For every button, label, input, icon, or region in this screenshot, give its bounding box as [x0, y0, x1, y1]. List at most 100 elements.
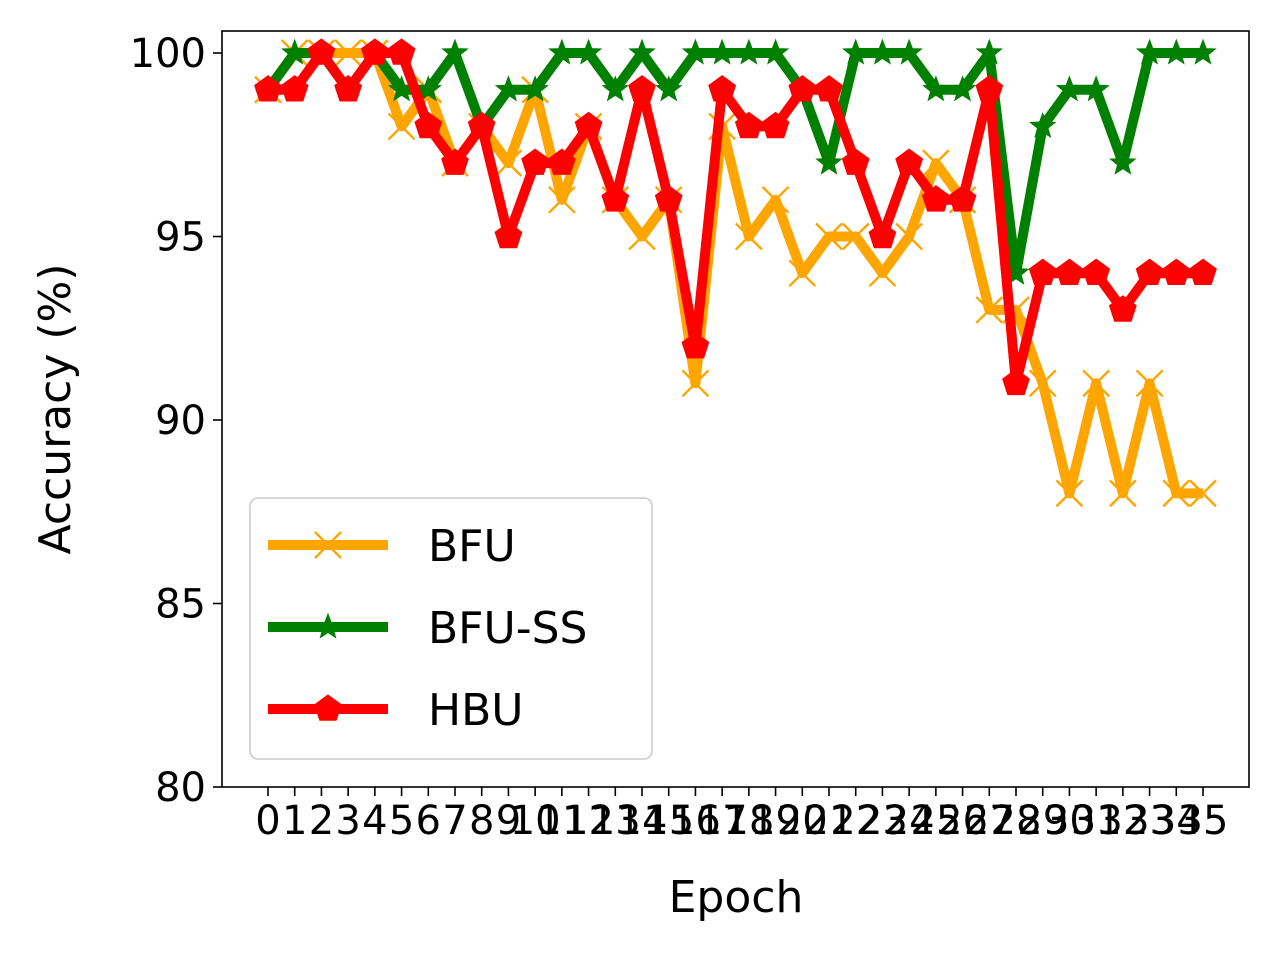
x-tick-label: 5: [389, 798, 414, 844]
x-tick-label: 31: [1071, 798, 1122, 844]
data-point-hbu: [895, 148, 924, 175]
data-point-hbu: [788, 75, 817, 102]
data-point-hbu: [494, 221, 523, 249]
data-point-bfu: [761, 185, 790, 214]
x-tick-label: 19: [750, 798, 801, 844]
x-tick-label: 26: [937, 798, 988, 844]
x-axis-title: Epoch: [669, 872, 804, 923]
x-tick-label: 1: [282, 798, 307, 844]
data-point-bfu: [681, 369, 710, 398]
x-tick-label: 16: [670, 798, 721, 844]
x-tick-label: 15: [643, 798, 694, 844]
legend-box: [249, 497, 653, 760]
data-point-bfu-ss: [948, 75, 977, 102]
data-point-hbu: [441, 148, 469, 175]
data-point-hbu: [280, 75, 309, 102]
data-point-hbu: [1055, 258, 1084, 285]
data-point-hbu: [681, 331, 710, 359]
data-point-hbu: [1108, 295, 1137, 322]
data-point-hbu: [360, 38, 389, 65]
x-tick-label: 6: [416, 798, 441, 844]
x-tick-label: 35: [1178, 798, 1229, 844]
x-tick-label: 9: [496, 798, 521, 844]
y-axis-title: Accuracy (%): [30, 263, 81, 554]
data-point-bfu-ss: [655, 75, 683, 102]
legend-item-hbu: HBU: [268, 685, 523, 736]
x-tick-label: 2: [309, 798, 334, 844]
data-point-bfu: [548, 185, 576, 214]
data-point-bfu: [735, 222, 763, 251]
x-tick-label: 18: [723, 798, 774, 844]
data-point-bfu-ss: [1162, 38, 1190, 65]
data-point-bfu-ss: [842, 38, 870, 65]
legend-marker-bfu: [314, 531, 342, 559]
data-point-bfu: [788, 259, 817, 288]
data-point-bfu: [1135, 369, 1164, 398]
data-point-bfu-ss: [494, 75, 523, 102]
data-point-hbu: [1002, 368, 1030, 396]
data-point-bfu: [1028, 369, 1057, 398]
data-point-hbu: [574, 111, 603, 139]
x-tick-label: 12: [563, 798, 614, 844]
x-tick-label: 32: [1097, 798, 1148, 844]
legend-marker-bfu-ss: [314, 612, 342, 639]
data-point-hbu: [334, 75, 363, 102]
legend-label-bfu-ss: BFU-SS: [428, 603, 587, 654]
data-point-hbu: [868, 221, 897, 249]
x-tick-label: 10: [510, 798, 561, 844]
data-point-bfu-ss: [815, 148, 843, 175]
y-axis: 80 85 90 95 100: [130, 31, 222, 811]
data-point-bfu-ss: [628, 38, 656, 65]
data-point-bfu-ss: [868, 38, 897, 65]
data-point-bfu-ss: [1082, 75, 1110, 102]
x-tick-label: 34: [1151, 798, 1202, 844]
data-point-bfu-ss: [922, 75, 950, 102]
data-point-bfu-ss: [548, 38, 576, 65]
data-point-bfu: [895, 222, 923, 251]
data-point-hbu: [1028, 258, 1057, 285]
x-tick-label: 7: [442, 798, 467, 844]
data-point-bfu-ss: [281, 38, 309, 65]
data-point-bfu: [868, 259, 897, 288]
data-point-bfu: [1189, 479, 1217, 508]
data-point-bfu-ss: [681, 38, 710, 65]
data-point-bfu-ss: [735, 38, 763, 65]
data-point-bfu-ss: [1029, 111, 1057, 139]
x-tick-label: 23: [857, 798, 908, 844]
x-tick-label: 21: [804, 798, 855, 844]
data-point-bfu: [815, 222, 843, 251]
data-point-bfu: [1082, 369, 1110, 398]
x-tick-label: 22: [830, 798, 881, 844]
x-tick-label: 24: [884, 798, 935, 844]
data-point-bfu: [1162, 479, 1191, 508]
series-layer: [254, 38, 1217, 508]
x-axis: 0 1 2 3 4 5 6 7 8 9101112131415161718192021222324…: [255, 787, 1228, 844]
data-point-hbu: [921, 185, 950, 212]
x-tick-label: 13: [590, 798, 641, 844]
x-tick-label: 25: [910, 798, 961, 844]
data-point-hbu: [307, 38, 336, 65]
x-tick-label: 29: [1017, 798, 1068, 844]
data-point-bfu-ss: [1055, 75, 1084, 102]
x-tick-label: 17: [697, 798, 748, 844]
data-point-hbu: [414, 111, 443, 139]
data-point-bfu-ss: [761, 38, 790, 65]
x-tick-label: 33: [1124, 798, 1175, 844]
data-point-hbu: [467, 111, 496, 139]
data-point-bfu: [387, 112, 416, 141]
x-tick-label: 30: [1044, 798, 1095, 844]
data-point-bfu-ss: [1109, 148, 1137, 175]
data-point-bfu-ss: [601, 75, 629, 102]
y-tick-label: 85: [155, 582, 206, 628]
data-point-hbu: [628, 75, 656, 102]
data-point-hbu: [815, 75, 843, 102]
data-point-bfu-ss: [441, 38, 469, 65]
data-point-bfu-ss: [521, 75, 549, 102]
data-point-bfu: [334, 39, 362, 67]
data-point-bfu: [628, 222, 656, 251]
data-point-bfu-ss: [1189, 38, 1217, 65]
data-point-bfu-ss: [1135, 38, 1164, 65]
plot-frame: [221, 30, 1250, 788]
data-point-bfu-ss: [414, 75, 442, 102]
